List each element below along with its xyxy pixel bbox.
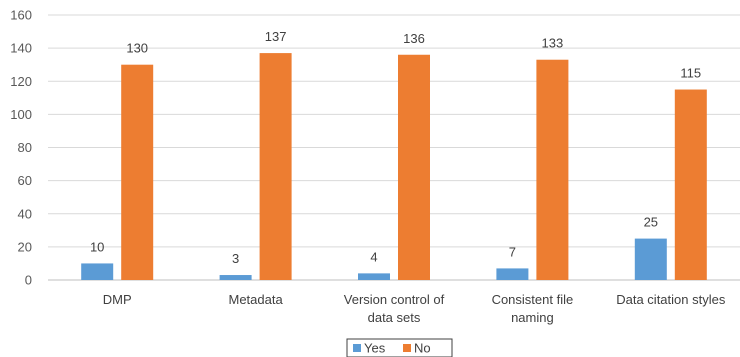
x-tick-label: Metadata <box>228 292 283 307</box>
bar-no <box>674 89 707 280</box>
bar-no <box>536 59 569 280</box>
bar-yes <box>81 263 114 280</box>
x-axis: DMP Metadata Version control of data sets Co… <box>103 292 726 325</box>
data-label: 25 <box>644 215 658 230</box>
x-tick-label: Version control of data sets <box>344 292 445 325</box>
bar-yes <box>219 275 252 280</box>
y-tick-label: 20 <box>18 239 32 254</box>
data-label: 7 <box>509 244 516 259</box>
data-label: 10 <box>90 239 104 254</box>
x-tick-label: Data citation styles <box>616 292 726 307</box>
bar-no <box>398 54 430 280</box>
y-tick-label: 60 <box>18 173 32 188</box>
legend-box <box>346 338 453 357</box>
legend-entry-no: No <box>414 341 431 356</box>
x-tick-label: DMP <box>103 292 132 307</box>
y-tick-label: 80 <box>18 140 32 155</box>
gridlines <box>48 14 740 281</box>
bar-yes <box>496 268 529 280</box>
y-tick-label: 40 <box>18 206 32 221</box>
data-label: 4 <box>370 249 377 264</box>
data-label: 137 <box>265 29 287 44</box>
y-tick-label: 0 <box>25 273 32 288</box>
y-axis: 0 20 40 60 80 100 120 140 160 <box>10 8 32 288</box>
x-tick-label: Consistent file naming <box>492 292 574 325</box>
bar-no <box>259 53 292 280</box>
y-tick-label: 140 <box>10 41 32 56</box>
legend: Yes No <box>346 338 453 357</box>
data-label: 133 <box>542 36 564 51</box>
y-tick-label: 100 <box>10 107 32 122</box>
y-tick-label: 120 <box>10 74 32 89</box>
bar-yes <box>634 238 667 280</box>
y-tick-label: 160 <box>10 8 32 23</box>
bar-yes <box>358 273 390 280</box>
bars: 10 130 3 137 4 136 7 133 25 115 <box>81 29 707 280</box>
data-label: 115 <box>680 66 701 81</box>
legend-swatch-no <box>403 344 411 352</box>
data-label: 3 <box>232 251 239 266</box>
bar-no <box>121 64 154 280</box>
data-label: 136 <box>403 31 425 46</box>
legend-swatch-yes <box>353 344 361 352</box>
data-label: 130 <box>126 41 148 56</box>
legend-entry-yes: Yes <box>364 341 386 356</box>
